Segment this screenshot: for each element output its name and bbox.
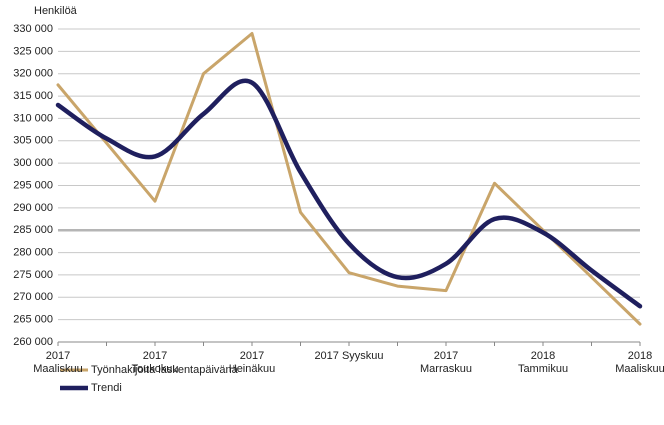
y-axis-label: Henkilöä: [34, 5, 78, 17]
y-tick-label: 325 000: [13, 45, 53, 57]
x-tick-label: 2018 Tammikuu: [517, 350, 569, 375]
y-tick-label: 260 000: [13, 336, 53, 348]
y-tick-label: 315 000: [13, 90, 53, 102]
y-tick-label: 290 000: [13, 202, 53, 214]
y-tick-label: 295 000: [13, 179, 53, 191]
y-tick-label: 270 000: [13, 291, 53, 303]
y-tick-label: 265 000: [13, 314, 53, 326]
x-tick-label: 2017 Marraskuu: [420, 350, 472, 375]
y-tick-label: 305 000: [13, 135, 53, 147]
y-tick-label: 280 000: [13, 246, 53, 258]
legend-label: Työnhakijoita laskentapäivänä: [91, 364, 239, 376]
y-tick-label: 300 000: [13, 157, 53, 169]
legend-label: Trendi: [91, 382, 122, 394]
x-tick-label: 2017 Toukokuu: [131, 350, 179, 375]
y-tick-label: 310 000: [13, 112, 53, 124]
series-line: [55, 78, 643, 309]
y-tick-label: 320 000: [13, 68, 53, 80]
x-tick-label: 2017 Maaliskuu: [33, 350, 83, 375]
y-tick-label: 285 000: [13, 224, 53, 236]
series-line: [56, 31, 642, 326]
y-tick-label: 330 000: [13, 23, 53, 35]
x-tick-label: 2017 Syyskuu: [314, 350, 384, 362]
x-tick-label: 2017 Heinäkuu: [228, 350, 276, 375]
y-tick-label: 275 000: [13, 269, 53, 281]
x-tick-label: 2018 Maaliskuu: [615, 350, 664, 375]
